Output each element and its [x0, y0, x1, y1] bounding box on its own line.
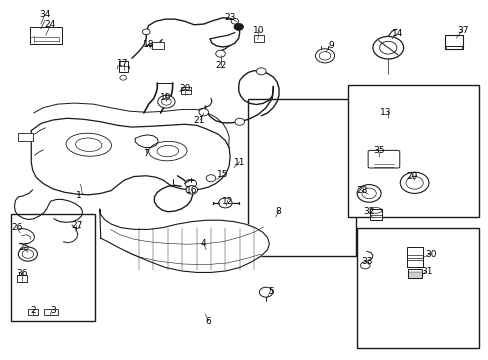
- Text: 34: 34: [39, 10, 50, 19]
- Text: 31: 31: [420, 267, 431, 276]
- Ellipse shape: [157, 145, 178, 157]
- Circle shape: [356, 185, 380, 202]
- Text: 28: 28: [355, 186, 367, 195]
- Text: 10: 10: [253, 26, 264, 35]
- Text: 3: 3: [50, 306, 56, 315]
- Bar: [407, 247, 422, 267]
- Text: 5: 5: [267, 287, 273, 296]
- Bar: [347, 85, 478, 217]
- Text: 22: 22: [214, 61, 226, 70]
- Text: 11: 11: [233, 158, 245, 167]
- Circle shape: [158, 95, 175, 108]
- Circle shape: [361, 188, 376, 199]
- Text: 37: 37: [456, 26, 468, 35]
- Bar: [44, 309, 58, 315]
- Text: 24: 24: [45, 20, 56, 29]
- Circle shape: [259, 287, 272, 297]
- Circle shape: [18, 247, 38, 261]
- Bar: [18, 134, 33, 141]
- Text: 9: 9: [327, 41, 333, 50]
- Text: 14: 14: [391, 29, 403, 38]
- Circle shape: [199, 109, 208, 116]
- Text: 29: 29: [406, 172, 417, 181]
- Text: 30: 30: [425, 249, 436, 258]
- Text: 25: 25: [19, 243, 30, 252]
- Text: 16: 16: [185, 186, 197, 195]
- Text: 15: 15: [217, 170, 228, 179]
- Bar: [254, 35, 263, 42]
- Text: 1: 1: [76, 192, 82, 201]
- Circle shape: [184, 179, 196, 188]
- Circle shape: [256, 68, 265, 75]
- Bar: [11, 213, 94, 321]
- Circle shape: [120, 75, 126, 80]
- Circle shape: [360, 262, 369, 269]
- Text: 35: 35: [372, 145, 384, 154]
- Bar: [28, 309, 39, 315]
- Bar: [407, 269, 421, 278]
- Ellipse shape: [66, 133, 111, 156]
- Polygon shape: [31, 118, 230, 195]
- Circle shape: [372, 36, 403, 59]
- Polygon shape: [100, 209, 269, 273]
- Text: 4: 4: [201, 239, 206, 248]
- Circle shape: [185, 186, 197, 194]
- Circle shape: [22, 250, 34, 258]
- Circle shape: [319, 51, 330, 60]
- Circle shape: [142, 29, 150, 35]
- Bar: [181, 87, 190, 94]
- Circle shape: [315, 49, 334, 63]
- Text: 6: 6: [205, 317, 211, 326]
- Circle shape: [215, 50, 225, 57]
- Circle shape: [405, 176, 423, 189]
- Circle shape: [231, 18, 238, 24]
- FancyBboxPatch shape: [367, 150, 399, 168]
- Bar: [369, 209, 381, 220]
- Circle shape: [206, 175, 215, 182]
- Text: 33: 33: [360, 257, 372, 266]
- Bar: [17, 275, 27, 282]
- Bar: [119, 61, 127, 72]
- Text: 26: 26: [11, 223, 22, 232]
- Bar: [152, 42, 163, 49]
- Text: 21: 21: [193, 116, 204, 125]
- Text: 8: 8: [275, 207, 280, 216]
- Circle shape: [234, 118, 244, 125]
- Circle shape: [233, 23, 243, 30]
- Text: 32: 32: [363, 207, 374, 216]
- Bar: [444, 35, 462, 49]
- Circle shape: [161, 98, 171, 105]
- Text: 7: 7: [143, 149, 149, 158]
- Ellipse shape: [148, 141, 186, 161]
- Bar: [356, 228, 478, 348]
- Bar: [248, 99, 355, 256]
- Text: 19: 19: [160, 93, 171, 102]
- Text: 18: 18: [142, 40, 154, 49]
- Text: 23: 23: [224, 13, 235, 22]
- Ellipse shape: [76, 138, 102, 152]
- Circle shape: [218, 198, 232, 208]
- Text: 36: 36: [16, 269, 27, 278]
- Text: 13: 13: [379, 108, 391, 117]
- Text: 17: 17: [116, 59, 128, 68]
- Circle shape: [379, 41, 396, 54]
- Circle shape: [399, 172, 428, 193]
- Text: 12: 12: [222, 197, 233, 206]
- Text: 20: 20: [179, 84, 190, 93]
- Bar: [30, 27, 62, 44]
- Text: 2: 2: [31, 306, 37, 315]
- Text: 27: 27: [71, 221, 82, 230]
